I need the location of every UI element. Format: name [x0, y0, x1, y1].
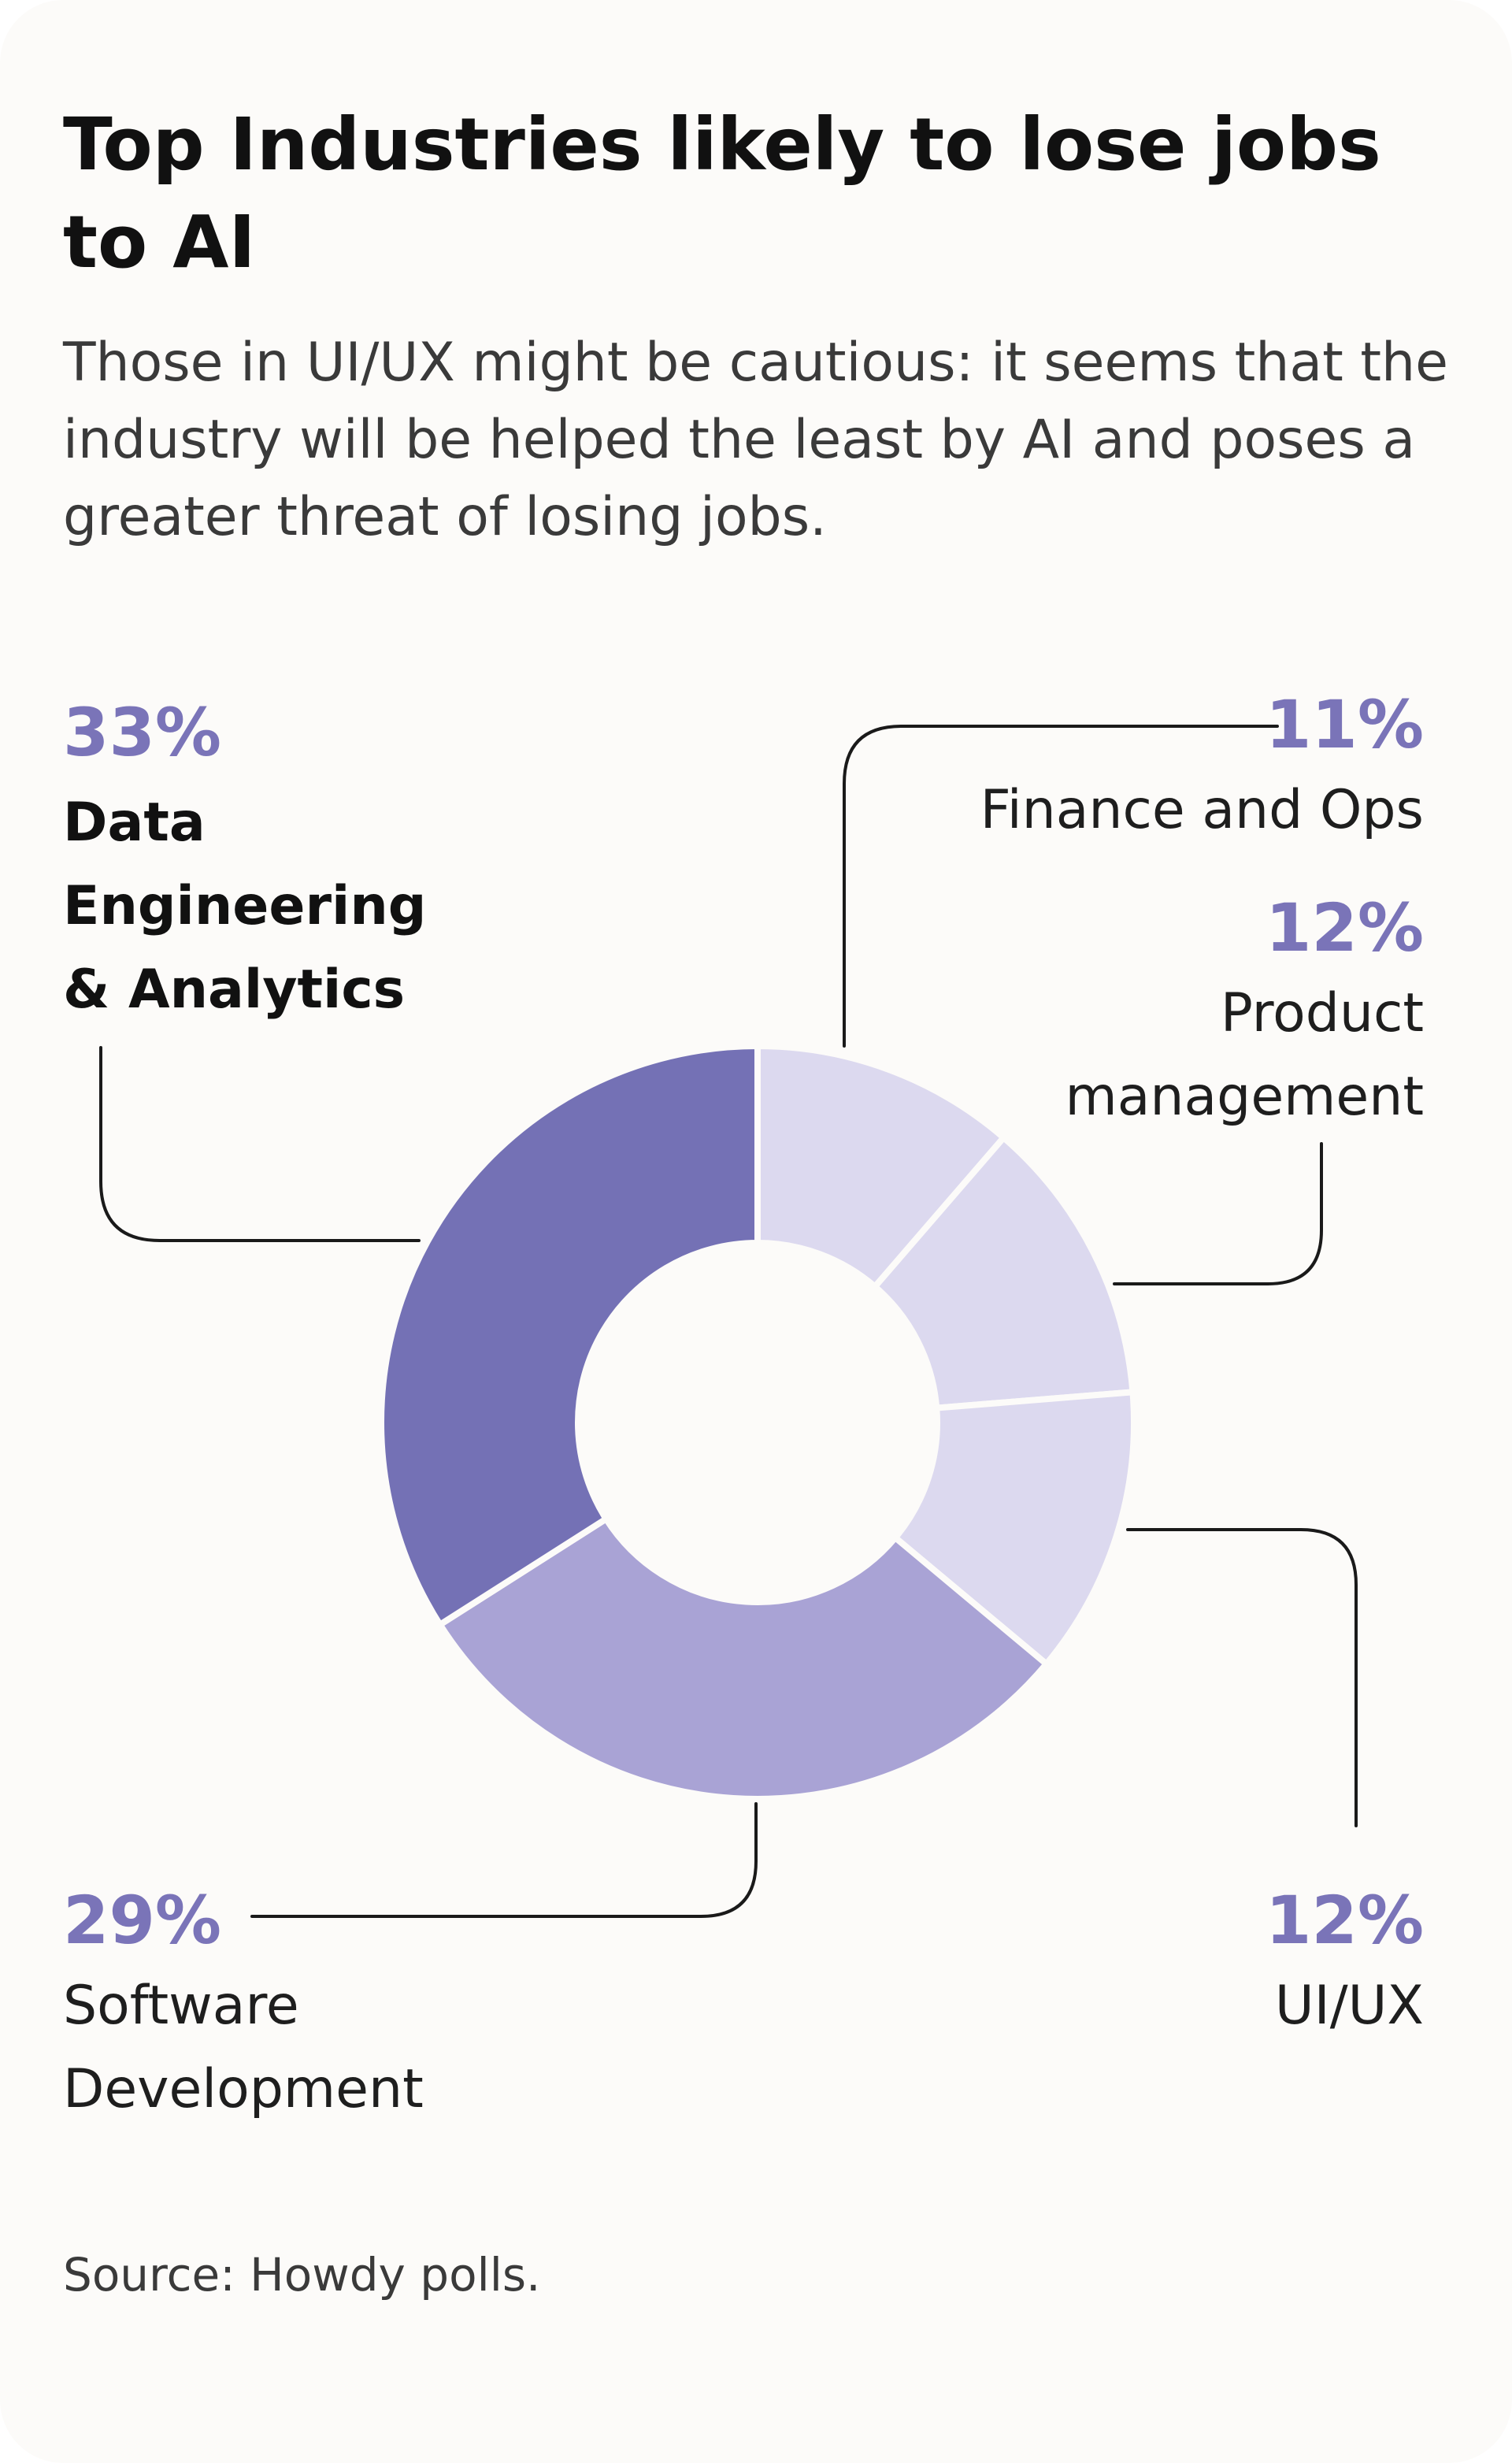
leader-line-ui-ux — [1126, 1528, 1358, 1827]
donut-slice-software-development — [436, 1515, 1050, 1802]
category-label-data-engineering: Data Engineering & Analytics — [63, 792, 427, 1021]
data-label-software-development: 29% — [63, 1882, 222, 1959]
data-label-product-management: 12% — [1265, 889, 1424, 966]
category-label-ui-ux: UI/UX — [1274, 1975, 1424, 2037]
category-label-product-management: Product management — [1065, 982, 1424, 1128]
donut-slice-finance-and-ops — [754, 1043, 1007, 1290]
data-label-ui-ux: 12% — [1265, 1882, 1424, 1959]
chart-subtitle: Those in UI/UX might be cautious: it see… — [63, 332, 1448, 548]
donut-slice-ui-ux — [891, 1389, 1137, 1667]
chart-title: Top Industries likely to lose jobs to AI — [63, 102, 1381, 284]
leader-line-product-management — [1113, 1142, 1323, 1285]
data-label-data-engineering: 33% — [63, 694, 222, 771]
leader-line-data-engineering — [99, 1046, 421, 1242]
category-label-software-development: Software Development — [63, 1975, 424, 2120]
donut-slice-data-engineering-analytics — [378, 1043, 761, 1628]
source-note: Source: Howdy polls. — [63, 2248, 541, 2302]
donut-slice-product-management — [872, 1134, 1136, 1411]
leader-line-software-development — [250, 1802, 758, 1918]
leader-line-finance-ops — [843, 725, 1279, 1048]
data-label-finance-ops: 11% — [1265, 686, 1424, 763]
category-label-finance-ops: Finance and Ops — [980, 779, 1424, 841]
